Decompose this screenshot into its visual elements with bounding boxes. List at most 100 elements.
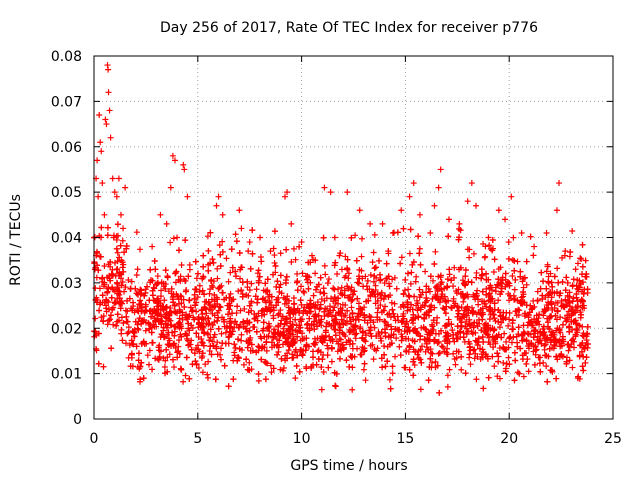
data-point [381,318,388,325]
data-point [301,289,308,296]
data-point [438,343,445,350]
data-point [276,337,283,344]
data-point [525,342,532,349]
data-point [208,276,215,283]
data-point [559,333,566,340]
data-point [106,272,113,279]
data-point [448,321,455,328]
data-point [118,257,125,264]
data-point [128,351,135,358]
data-point [118,282,125,289]
data-point [244,317,251,324]
data-point [582,359,589,366]
data-point [400,303,407,310]
data-point [315,355,322,362]
data-point [342,253,349,260]
data-point [246,286,253,293]
data-point [327,307,334,314]
data-point [111,189,118,196]
data-point [340,321,347,328]
data-point [446,366,453,373]
data-point [540,278,547,285]
data-point [310,292,317,299]
data-point [527,233,534,240]
data-point [466,351,473,358]
data-point [213,343,220,350]
data-point [353,330,360,337]
data-point [559,278,566,285]
data-point [194,294,201,301]
data-point [285,304,292,311]
data-point [137,376,144,383]
data-point [382,318,389,325]
data-point [137,286,144,293]
data-point [200,263,207,270]
data-point [471,346,478,353]
data-point [543,363,550,370]
data-point [496,345,503,352]
data-point [491,315,498,322]
data-point [522,310,529,317]
data-point [204,371,211,378]
data-point [376,330,383,337]
data-point [459,277,466,284]
data-point [167,239,174,246]
data-point [275,348,282,355]
data-point [287,330,294,337]
data-point [166,308,173,315]
data-point [230,376,237,383]
data-point [282,296,289,303]
data-point [500,344,507,351]
data-point [232,231,239,238]
data-point [274,342,281,349]
data-point [497,291,504,298]
data-point [548,301,555,308]
data-point [412,348,419,355]
data-point [548,313,555,320]
data-point [288,258,295,265]
data-point [254,270,261,277]
data-point [436,285,443,292]
data-point [236,345,243,352]
data-point [310,354,317,361]
data-point [483,276,490,283]
data-point [548,279,555,286]
data-point [492,288,499,295]
data-point [123,243,130,250]
data-point [229,310,236,317]
data-point [526,309,533,316]
data-point [434,340,441,347]
data-point [388,299,395,306]
data-point [271,259,278,266]
data-point [268,306,275,313]
data-point [148,313,155,320]
data-point [194,270,201,277]
data-point [573,282,580,289]
data-point [201,304,208,311]
data-point [391,274,398,281]
data-point [363,332,370,339]
data-point [543,285,550,292]
data-point [152,297,159,304]
data-point [402,276,409,283]
data-point [379,364,386,371]
data-point [328,313,335,320]
data-point [423,344,430,351]
data-point [579,241,586,248]
data-point [569,364,576,371]
data-point [537,368,544,375]
data-point [316,319,323,326]
data-point [454,323,461,330]
data-point [294,305,301,312]
data-point [514,369,521,376]
data-point [213,202,220,209]
data-point [400,310,407,317]
data-point [281,193,288,200]
data-point [547,270,554,277]
data-point [556,338,563,345]
data-point [431,338,438,345]
data-point [232,268,239,275]
data-point [255,279,262,286]
data-point [507,333,514,340]
